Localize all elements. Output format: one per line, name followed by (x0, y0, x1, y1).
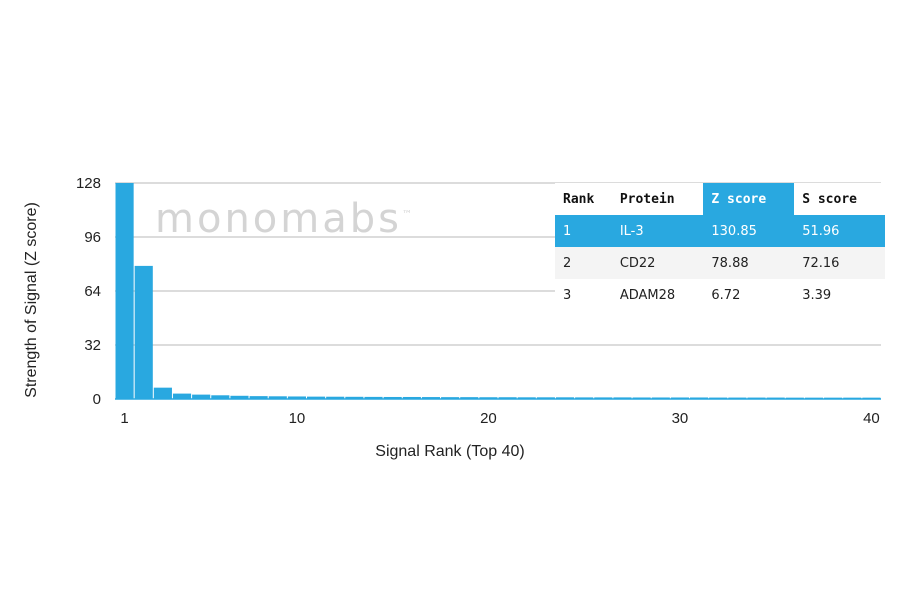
bar (268, 396, 287, 399)
bar (594, 397, 613, 399)
bar (307, 396, 326, 399)
cell-z-score: 78.88 (703, 247, 795, 279)
cell-rank: 2 (555, 247, 612, 279)
y-tick-label: 128 (76, 175, 101, 192)
watermark-text: monomabs (155, 196, 402, 242)
cell-protein: IL-3 (611, 215, 704, 247)
bar (632, 397, 651, 399)
table-row: 3 ADAM28 6.72 3.39 (555, 279, 885, 311)
header-z-score: Z score (703, 183, 795, 215)
x-tick-label: 30 (672, 410, 689, 427)
bars (115, 183, 881, 399)
bar (421, 397, 441, 399)
table-row: 1 IL-3 130.85 51.96 (555, 215, 885, 247)
ranking-table: Rank Protein Z score S score 1 IL-3 130.… (555, 183, 885, 311)
y-tick-label: 64 (84, 283, 101, 300)
cell-protein: CD22 (611, 247, 704, 279)
bar (364, 396, 383, 399)
bar (230, 395, 249, 399)
cell-s-score: 3.39 (794, 279, 885, 311)
x-tick-label: 20 (480, 410, 497, 427)
x-axis-title: Signal Rank (Top 40) (375, 443, 524, 460)
bar (441, 397, 460, 399)
x-tick-label: 10 (289, 410, 306, 427)
bar (517, 397, 536, 399)
bar (134, 265, 153, 399)
header-rank: Rank (555, 183, 612, 215)
cell-rank: 1 (555, 215, 612, 247)
bar (402, 396, 421, 399)
bar (575, 397, 594, 399)
cell-s-score: 72.16 (794, 247, 885, 279)
bar (192, 394, 211, 399)
cell-z-score: 130.85 (703, 215, 795, 247)
bar (555, 397, 575, 399)
table-row: 2 CD22 78.88 72.16 (555, 247, 885, 279)
bar (287, 396, 306, 399)
bar (460, 397, 479, 399)
bar (172, 393, 192, 399)
x-tick-label: 40 (863, 410, 880, 427)
axes: 0 32 64 96 128 1 10 20 30 40 (76, 175, 881, 427)
bar (498, 397, 517, 399)
cell-s-score: 51.96 (794, 215, 885, 247)
cell-rank: 3 (555, 279, 612, 311)
bar (690, 397, 709, 399)
cell-z-score: 6.72 (703, 279, 795, 311)
trademark-mark: ™ (401, 209, 412, 221)
bar (670, 397, 689, 399)
bar (345, 396, 364, 399)
bar (613, 397, 632, 399)
y-tick-label: 0 (93, 391, 101, 408)
bar (211, 395, 230, 399)
bar (326, 396, 345, 399)
bar (651, 397, 670, 399)
bar (249, 396, 268, 399)
y-axis-title: Strength of Signal (Z score) (23, 202, 40, 398)
header-protein: Protein (611, 183, 704, 215)
cell-protein: ADAM28 (611, 279, 704, 311)
bar (115, 183, 134, 399)
x-tick-label: 1 (120, 410, 128, 427)
bar (383, 396, 402, 399)
y-tick-label: 96 (84, 229, 101, 246)
y-tick-label: 32 (84, 337, 101, 354)
bar (536, 397, 555, 399)
header-s-score: S score (794, 183, 885, 215)
brand-watermark: monomabs™ (155, 196, 412, 242)
table-header-row: Rank Protein Z score S score (555, 183, 885, 215)
bar (153, 387, 172, 399)
bar (479, 397, 498, 399)
